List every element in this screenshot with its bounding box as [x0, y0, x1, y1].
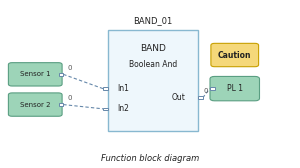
FancyBboxPatch shape [198, 96, 203, 99]
Text: Sensor 1: Sensor 1 [20, 71, 51, 77]
FancyBboxPatch shape [108, 30, 198, 131]
FancyBboxPatch shape [103, 87, 108, 90]
FancyBboxPatch shape [210, 87, 214, 90]
FancyBboxPatch shape [103, 108, 108, 110]
FancyBboxPatch shape [8, 63, 62, 86]
Text: Function block diagram: Function block diagram [101, 154, 199, 163]
FancyBboxPatch shape [58, 103, 63, 106]
Text: BAND_01: BAND_01 [134, 16, 172, 25]
FancyBboxPatch shape [210, 76, 260, 101]
Text: Out: Out [172, 93, 186, 102]
Text: Sensor 2: Sensor 2 [20, 102, 50, 108]
Text: Caution: Caution [218, 51, 251, 59]
Text: 0: 0 [204, 88, 208, 94]
FancyBboxPatch shape [58, 73, 63, 76]
FancyBboxPatch shape [8, 93, 62, 116]
FancyBboxPatch shape [211, 43, 259, 67]
Text: In1: In1 [117, 84, 129, 93]
Text: Boolean And: Boolean And [129, 60, 177, 69]
Text: BAND: BAND [140, 44, 166, 53]
Text: PL 1: PL 1 [227, 84, 243, 93]
Text: In2: In2 [117, 104, 129, 113]
Text: 0: 0 [68, 65, 72, 71]
Text: 0: 0 [68, 95, 72, 101]
